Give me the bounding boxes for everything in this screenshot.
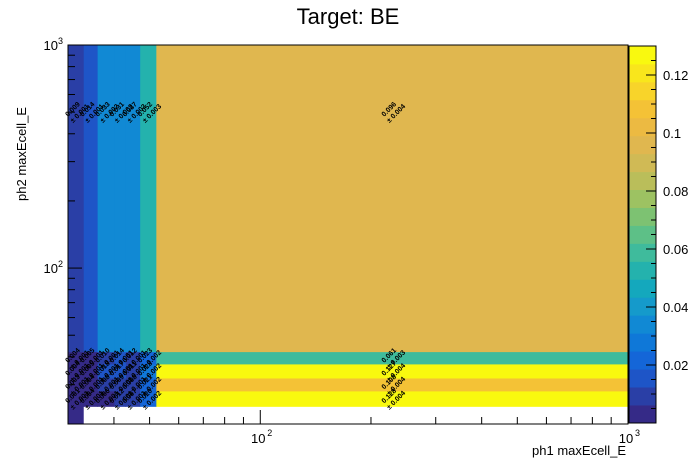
x-axis-label: ph1 maxEcell_E bbox=[532, 443, 626, 458]
y-tick-exponent: 3 bbox=[58, 36, 63, 46]
colorbar-tick-label: 0.08 bbox=[663, 184, 688, 199]
x-axis-ticks: 10 2 10 3 bbox=[67, 410, 640, 446]
x-tick-exponent: 3 bbox=[635, 428, 640, 438]
colorbar-segment bbox=[629, 405, 656, 424]
colorbar-segment bbox=[629, 99, 656, 119]
heatmap-cell bbox=[125, 391, 141, 407]
heatmap-cell bbox=[155, 352, 629, 365]
x-tick-label: 10 bbox=[251, 431, 265, 446]
heatmap-cell bbox=[113, 352, 126, 365]
heatmap-cell bbox=[125, 378, 141, 392]
colorbar-tick-label: 0.02 bbox=[663, 358, 688, 373]
heatmap-cell bbox=[68, 364, 84, 379]
heatmap-cell bbox=[68, 378, 84, 392]
colorbar-tick-label: 0.04 bbox=[663, 300, 688, 315]
colorbar-segment bbox=[629, 333, 656, 352]
y-tick-exponent: 2 bbox=[58, 259, 63, 269]
heatmap-cell bbox=[97, 391, 115, 407]
colorbar-segment bbox=[629, 46, 656, 65]
heatmap-cell bbox=[139, 378, 157, 392]
heatmap-cell bbox=[97, 364, 115, 379]
heatmap-cell bbox=[97, 352, 115, 365]
heatmap-cell bbox=[139, 391, 157, 407]
heatmap-cell bbox=[83, 378, 98, 392]
heatmap-cell bbox=[139, 364, 157, 379]
colorbar-segment bbox=[629, 117, 656, 137]
colorbar-segment bbox=[629, 171, 656, 191]
colorbar-segment bbox=[629, 207, 656, 226]
heatmap-cell bbox=[113, 364, 126, 379]
colorbar-segment bbox=[629, 279, 656, 298]
heatmap-cell bbox=[113, 378, 126, 392]
heatmap-cell bbox=[113, 45, 126, 353]
heatmap-cell bbox=[155, 378, 629, 392]
colorbar-segment bbox=[629, 315, 656, 334]
colorbar: 0.02 0.04 0.06 0.08 0.1 0.12 bbox=[628, 45, 688, 424]
colorbar-segment bbox=[629, 243, 656, 262]
heatmap-cell bbox=[83, 352, 98, 365]
y-tick-label: 10 bbox=[44, 38, 58, 53]
colorbar-segment bbox=[629, 369, 656, 388]
heatmap-cell bbox=[83, 364, 98, 379]
heatmap-cell bbox=[113, 391, 126, 407]
heatmap-cell bbox=[68, 45, 84, 353]
heatmap-cell bbox=[139, 45, 157, 353]
colorbar-tick-label: 0.06 bbox=[663, 242, 688, 257]
x-tick-label: 10 bbox=[619, 431, 633, 446]
plot-frame bbox=[67, 44, 629, 425]
chart-title: Target: BE bbox=[297, 4, 400, 29]
colorbar-segment bbox=[629, 189, 656, 208]
heatmap-cell bbox=[155, 45, 629, 353]
colorbar-segment bbox=[629, 135, 656, 155]
heatmap-cell bbox=[97, 378, 115, 392]
colorbar-segment bbox=[629, 225, 656, 244]
heatmap-cell bbox=[83, 45, 98, 353]
y-tick-label: 10 bbox=[44, 261, 58, 276]
colorbar-segment bbox=[629, 387, 656, 406]
heatmap-cell bbox=[125, 45, 141, 353]
colorbar-segment bbox=[629, 63, 656, 83]
colorbar-segment bbox=[629, 153, 656, 173]
colorbar-segment bbox=[629, 81, 656, 101]
heatmap-cell bbox=[68, 406, 84, 425]
heatmap-cell bbox=[139, 352, 157, 365]
y-axis-label: ph2 maxEcell_E bbox=[14, 107, 29, 201]
colorbar-tick-label: 0.12 bbox=[663, 68, 688, 83]
heatmap-cell bbox=[155, 364, 629, 379]
colorbar-segment bbox=[629, 351, 656, 370]
x-tick-exponent: 2 bbox=[267, 428, 272, 438]
heatmap-cell bbox=[68, 391, 84, 407]
colorbar-segment bbox=[629, 261, 656, 280]
colorbar-tick-label: 0.1 bbox=[663, 126, 681, 141]
colorbar-segment bbox=[629, 297, 656, 316]
heatmap-cell bbox=[125, 352, 141, 365]
heatmap-cell bbox=[83, 391, 98, 407]
heatmap-cells bbox=[68, 45, 629, 425]
heatmap-cell bbox=[97, 45, 115, 353]
heatmap-cell bbox=[155, 391, 629, 407]
heatmap-cell bbox=[125, 364, 141, 379]
heatmap-cell bbox=[68, 352, 84, 365]
